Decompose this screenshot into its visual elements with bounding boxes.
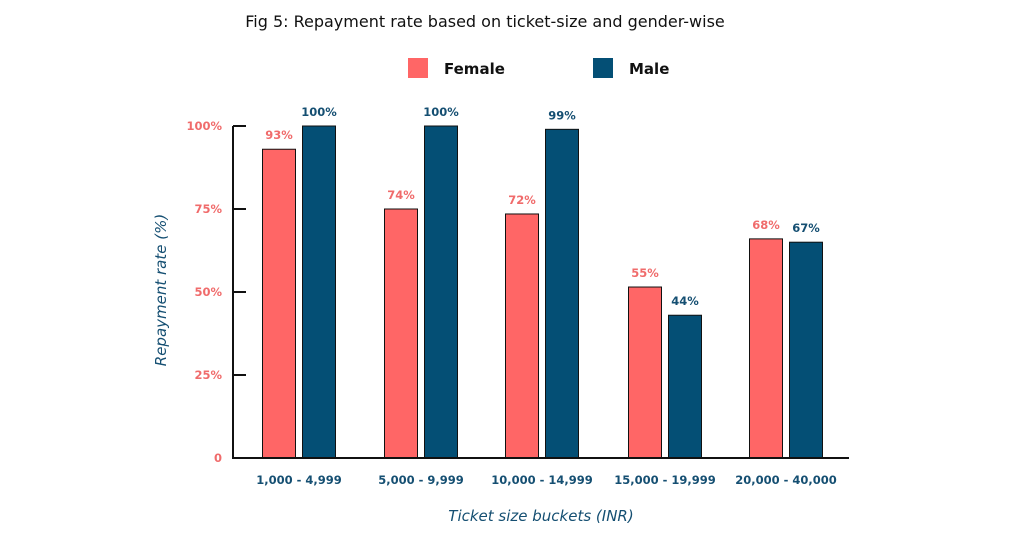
- data-label-female: 68%: [752, 218, 780, 232]
- bar-female: [628, 286, 662, 459]
- y-tick-label: 75%: [194, 202, 222, 216]
- bar-female: [384, 208, 418, 459]
- x-tick-label: 5,000 - 9,999: [378, 473, 464, 487]
- data-label-female: 93%: [265, 128, 293, 142]
- x-tick-label: 10,000 - 14,999: [491, 473, 593, 487]
- x-axis-tick-labels: 1,000 - 4,999 5,000 - 9,999 10,000 - 14,99…: [256, 473, 837, 487]
- chart-title: Fig 5: Repayment rate based on ticket-si…: [245, 12, 725, 31]
- data-label-male: 67%: [792, 221, 820, 235]
- legend-swatch-female: [408, 58, 428, 78]
- y-tick-label: 0: [214, 451, 222, 465]
- bar-male: [424, 125, 458, 459]
- legend: Female Male: [408, 58, 669, 78]
- legend-label-male: Male: [629, 60, 669, 78]
- legend-label-female: Female: [444, 60, 505, 78]
- y-axis-label: Repayment rate (%): [152, 214, 170, 366]
- y-tick-label: 100%: [186, 119, 222, 133]
- bar-male: [302, 125, 336, 459]
- data-label-male: 44%: [671, 294, 699, 308]
- bar-female: [749, 238, 783, 459]
- legend-swatch-male: [593, 58, 613, 78]
- x-tick-label: 15,000 - 19,999: [614, 473, 716, 487]
- bar-male: [545, 128, 579, 459]
- data-labels: 93% 100% 74% 100% 72% 99% 55% 44% 68% 67%: [265, 105, 820, 308]
- data-label-male: 99%: [548, 108, 576, 122]
- y-axis-ticks: 0 25% 50% 75% 100%: [186, 119, 246, 465]
- bar-male: [668, 314, 702, 459]
- x-axis-label: Ticket size buckets (INR): [448, 507, 633, 525]
- bars: [262, 125, 823, 459]
- bar-male: [789, 241, 823, 459]
- data-label-female: 55%: [631, 266, 659, 280]
- x-tick-label: 20,000 - 40,000: [735, 473, 837, 487]
- data-label-male: 100%: [301, 105, 337, 119]
- data-label-female: 72%: [508, 193, 536, 207]
- y-tick-label: 50%: [194, 285, 222, 299]
- y-tick-label: 25%: [194, 368, 222, 382]
- data-label-male: 100%: [423, 105, 459, 119]
- x-tick-label: 1,000 - 4,999: [256, 473, 342, 487]
- bar-female: [505, 213, 539, 459]
- data-label-female: 74%: [387, 188, 415, 202]
- bar-female: [262, 148, 296, 459]
